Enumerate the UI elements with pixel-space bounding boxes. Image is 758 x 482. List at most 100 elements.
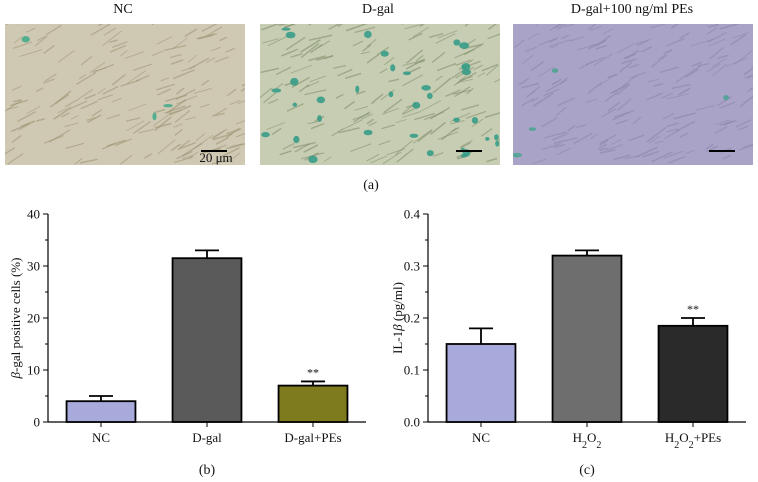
cell [7, 106, 19, 110]
cell [717, 96, 732, 106]
cell [401, 111, 422, 118]
cell [538, 37, 558, 46]
cell [182, 142, 203, 157]
cell [588, 24, 597, 30]
cell [555, 106, 567, 116]
beta-gal-stain [412, 101, 421, 109]
cell [654, 140, 664, 144]
cell [445, 89, 461, 97]
b-bar [65, 400, 137, 423]
cell [679, 132, 689, 138]
cell [184, 28, 198, 37]
cell [10, 99, 29, 107]
cell [383, 98, 403, 114]
cell [36, 118, 45, 122]
cell [226, 88, 237, 97]
cell [589, 26, 602, 31]
cell [271, 127, 282, 136]
cell [719, 24, 740, 30]
cell [738, 144, 753, 151]
micrograph-nc: 20 μm [5, 24, 245, 165]
b-bar [277, 384, 349, 423]
cell [709, 47, 724, 60]
cell [262, 38, 279, 44]
cell [573, 132, 593, 145]
cell [362, 44, 372, 52]
cell [138, 128, 155, 134]
cell [354, 26, 376, 34]
beta-gal-stain [261, 131, 270, 138]
cell [706, 63, 721, 73]
cell [114, 138, 132, 147]
cell [619, 61, 633, 73]
cell [153, 112, 172, 127]
cell [528, 32, 540, 40]
c-bar [551, 254, 623, 423]
cell [622, 75, 637, 87]
beta-gal-stain [426, 150, 434, 157]
cell [5, 147, 16, 155]
cell [87, 114, 102, 123]
c-bar [657, 324, 729, 423]
cell [685, 68, 699, 78]
cell [487, 24, 498, 31]
cell [673, 112, 696, 120]
cell [735, 119, 752, 128]
cell [598, 143, 607, 150]
cell [743, 67, 753, 76]
cell [212, 132, 233, 141]
cell [707, 31, 728, 43]
cell [423, 111, 445, 121]
panel-label-a: (a) [363, 178, 379, 193]
cell [214, 56, 229, 63]
cell [331, 128, 344, 137]
micrograph-dgal-pes [513, 24, 753, 165]
cell [266, 122, 285, 130]
cell [112, 97, 122, 103]
cell [19, 49, 43, 57]
cell [157, 139, 176, 155]
cell [111, 73, 126, 86]
cell [419, 24, 425, 28]
cell [477, 72, 486, 78]
beta-gal-stain [285, 31, 296, 39]
cell [229, 99, 241, 105]
cell [541, 117, 558, 128]
cell [344, 72, 362, 80]
beta-gal-stain [281, 27, 291, 31]
cell [415, 54, 424, 62]
cell [328, 24, 341, 31]
cell [691, 61, 702, 67]
cell [48, 129, 71, 143]
cell [543, 88, 560, 97]
cell [564, 24, 575, 28]
cell [636, 146, 659, 158]
cell [37, 35, 46, 41]
cell [160, 77, 170, 82]
cell [35, 87, 44, 93]
cell [521, 97, 535, 107]
cell [124, 51, 145, 59]
cell [261, 24, 280, 31]
cell [707, 24, 719, 28]
cell [206, 26, 223, 37]
cell [282, 142, 295, 150]
cell [120, 79, 140, 87]
cell [90, 24, 111, 36]
b-y-tick-label: 40 [27, 207, 40, 222]
cell [421, 100, 441, 112]
cell [599, 148, 616, 154]
cell [650, 54, 668, 68]
cell [739, 95, 753, 108]
bar-chart-il1b: 0.0 0.1 0.2 0.3 0.4 IL-1β (pg/ml) NC H2O2 ** H2O2… [390, 207, 746, 478]
cell [102, 30, 122, 47]
cell [197, 34, 214, 40]
cell [215, 137, 229, 145]
cell [290, 53, 303, 58]
cell [646, 127, 667, 143]
cell [291, 76, 310, 89]
cell [737, 125, 749, 131]
cell [706, 27, 718, 36]
cell [383, 56, 395, 66]
cell [577, 43, 597, 51]
